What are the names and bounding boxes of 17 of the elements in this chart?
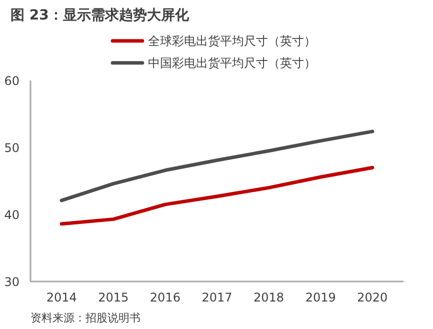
text: 资料来源：招股说明书	[30, 312, 140, 324]
y-tick-label: 30	[4, 275, 20, 289]
x-tick-label: 2019	[305, 290, 336, 304]
x-tick-label: 2017	[202, 290, 232, 304]
x-tick-label: 2015	[98, 290, 129, 304]
x-tick-label: 2014	[46, 290, 77, 304]
legend-label: 全球彩电出货平均尺寸（英寸）	[148, 34, 316, 48]
legend-label: 中国彩电出货平均尺寸（英寸）	[148, 56, 316, 70]
line-series	[60, 130, 374, 202]
y-tick-label: 40	[4, 208, 20, 222]
x-tick-label: 2020	[357, 290, 388, 304]
y-tick-label: 60	[4, 74, 20, 88]
x-tick-label: 2018	[254, 290, 284, 304]
line-series	[60, 166, 374, 226]
x-tick-label: 2016	[150, 290, 180, 304]
chart-title: 图 23：显示需求趋势大屏化	[10, 8, 190, 24]
y-tick-label: 50	[4, 141, 20, 155]
